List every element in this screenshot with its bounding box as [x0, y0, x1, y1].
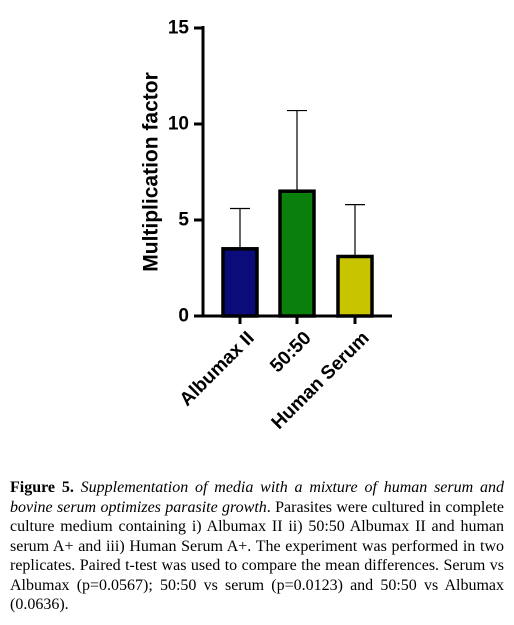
bar-50-50 — [278, 189, 316, 318]
bar-albumax-ii — [221, 247, 259, 318]
x-tick-label: Albumax II — [176, 328, 259, 411]
y-axis-label: Multiplication factor — [140, 72, 163, 272]
figure-title: Supplementation of media with a mixture … — [10, 479, 504, 516]
x-tick-label: 50:50 — [266, 328, 315, 377]
figure-label: Figure 5. — [10, 479, 74, 496]
y-tick-label: 5 — [178, 210, 189, 231]
error-bars-layer — [230, 109, 365, 257]
y-ticks-layer: 0 5 10 15 — [168, 18, 203, 327]
y-tick-label: 0 — [178, 306, 189, 327]
figure-caption: Figure 5. Supplementation of media with … — [10, 478, 504, 615]
bar-human-serum — [336, 254, 374, 318]
y-tick-label: 15 — [168, 18, 190, 39]
figure-description: . Parasites were cultured in complete cu… — [10, 498, 505, 614]
y-tick-label: 10 — [168, 114, 189, 135]
bars-layer — [221, 189, 374, 318]
